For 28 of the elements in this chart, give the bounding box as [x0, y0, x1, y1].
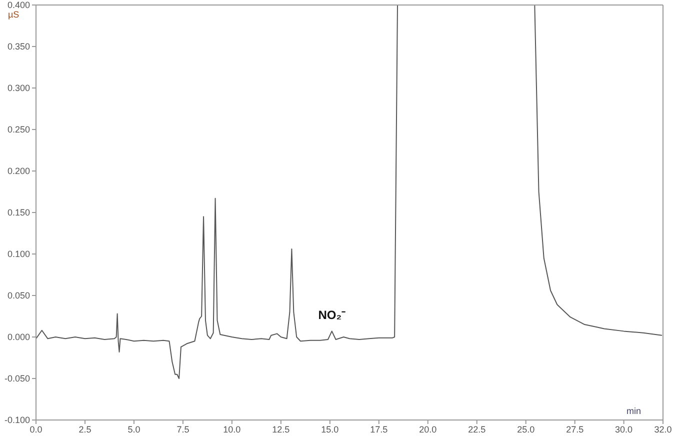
x-tick-label: 12.5: [272, 424, 290, 434]
x-tick-label: 27.5: [566, 424, 584, 434]
x-tick-label: 0.0: [30, 424, 42, 434]
x-tick-label: 7.5: [176, 424, 190, 434]
x-tick-label: 10.0: [223, 424, 241, 434]
y-tick-label: 0.000: [7, 332, 30, 342]
y-tick-label: -0.050: [4, 374, 30, 384]
x-tick-label: 25.0: [517, 424, 535, 434]
y-tick-label: 0.150: [7, 208, 30, 218]
x-tick-label: 15.0: [321, 424, 339, 434]
y-tick-label: 0.300: [7, 83, 30, 94]
y-tick-label: 0.100: [7, 249, 30, 260]
y-tick-label: 0.350: [7, 42, 30, 52]
x-tick-label: 5.0: [128, 424, 140, 434]
x-tick-label: 30.0: [615, 424, 633, 434]
x-axis-title: min: [626, 406, 641, 416]
x-tick-label: 17.5: [370, 424, 388, 434]
y-tick-label: 0.200: [7, 166, 30, 176]
y-tick-label: 0.050: [7, 290, 30, 301]
x-tick-label: 2.5: [78, 424, 92, 434]
y-axis-title: µS: [8, 9, 20, 20]
x-tick-label: 22.5: [468, 424, 486, 434]
y-tick-label: 0.250: [7, 124, 30, 135]
y-tick-label: 0.400: [7, 0, 30, 10]
y-tick-label: -0.100: [4, 415, 30, 426]
annotation: NO₂⁻: [318, 308, 346, 322]
x-tick-label: 20.0: [419, 424, 437, 434]
x-tick-label: 32.0: [654, 424, 672, 434]
